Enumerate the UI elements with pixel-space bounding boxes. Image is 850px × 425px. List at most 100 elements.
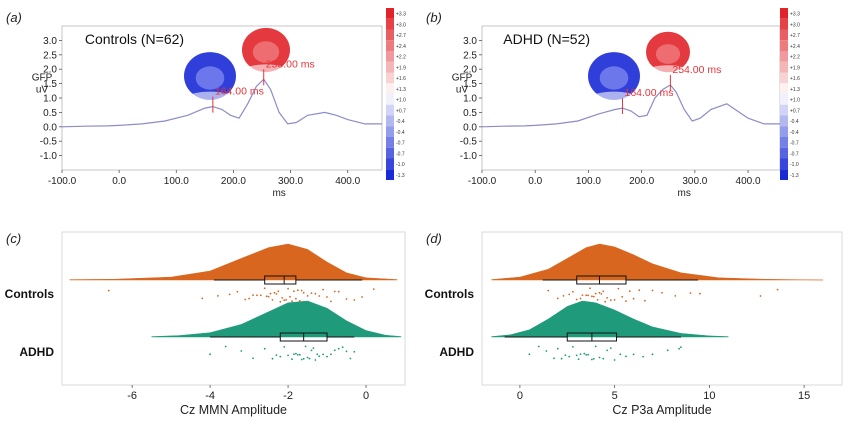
data-point (271, 299, 274, 301)
data-point (316, 353, 319, 356)
scale-swatch (780, 104, 788, 116)
y-tick-label: -0.5 (40, 137, 58, 148)
scale-swatch (386, 72, 394, 84)
data-point (312, 347, 315, 349)
gfp-chart-controls: 3.0 2.5 2.0 1.5 1.0 0.5 0.0 -0.5 -1.0 -100.0 0.0 10… (32, 8, 406, 199)
x-tick-label: -2 (283, 390, 293, 402)
data-point (632, 297, 635, 300)
data-point (642, 355, 644, 358)
data-point (594, 345, 597, 348)
scale-swatch (780, 8, 788, 19)
box-iqr (576, 275, 627, 285)
data-point (556, 297, 559, 300)
data-point (632, 353, 635, 356)
scale-swatch (386, 51, 394, 62)
data-point (674, 295, 677, 297)
color-scale-bar: +3.3 +3.0 +2.7 +2.4 +2.2 +1.9 +1.6 +1.3 +1.0 +0.7… (386, 8, 406, 180)
x-tick-label: 0 (363, 390, 369, 402)
data-point (568, 355, 571, 358)
data-point (240, 350, 243, 352)
scale-swatch (780, 158, 788, 170)
data-point (680, 346, 682, 349)
gfp-line (481, 84, 780, 128)
data-point (256, 294, 258, 297)
data-point (602, 290, 605, 293)
scale-swatch (386, 115, 394, 127)
data-point (279, 300, 282, 303)
data-point (263, 347, 266, 350)
density-cloud-controls (69, 243, 398, 281)
data-point (606, 297, 608, 299)
y-tick-label: 0.5 (463, 108, 477, 119)
scale-tick-label: -0.4 (790, 119, 799, 125)
data-point (678, 347, 680, 350)
scale-swatch (780, 83, 788, 94)
data-point (583, 352, 586, 355)
x-tick-label: -100.0 (48, 176, 77, 187)
x-tick-label: -100.0 (468, 176, 497, 187)
data-point (271, 357, 274, 360)
data-point (759, 295, 762, 297)
data-point (562, 295, 565, 297)
data-point (300, 358, 303, 361)
data-point (638, 289, 641, 292)
panel-c: (c) Controls ADHD -6 -4 -2 0 Cz MMN Amplitude (5, 231, 406, 417)
data-point (252, 357, 254, 360)
scale-swatch (386, 104, 394, 116)
y-tick-label: 2.0 (43, 65, 57, 76)
data-point (275, 293, 278, 295)
data-point (528, 353, 531, 356)
data-point (661, 291, 663, 294)
data-point (619, 353, 622, 356)
latency-label: 164.00 ms (624, 87, 673, 99)
scale-tick-label: +0.7 (790, 108, 800, 114)
latency-label: 253.00 ms (266, 58, 315, 70)
scale-tick-label: +1.0 (396, 98, 406, 104)
scale-tick-label: -1.3 (396, 173, 405, 179)
data-point (591, 295, 593, 298)
scale-tick-label: +2.2 (790, 55, 800, 61)
panel-d: (d) Controls ADHD 0 5 10 15 Cz P3a Amplitude (425, 231, 843, 417)
y-axis-label-line2: uV (36, 85, 49, 96)
data-point (300, 289, 303, 292)
data-point (596, 299, 599, 301)
x-tick-label: 0.0 (112, 176, 126, 187)
x-axis-label: Cz P3a Amplitude (612, 403, 711, 417)
data-point (594, 292, 597, 295)
scale-tick-label: -0.4 (790, 130, 799, 136)
x-tick-label: 300.0 (682, 176, 707, 187)
data-point (281, 297, 284, 299)
scale-tick-label: +1.6 (790, 76, 800, 82)
data-point (577, 358, 580, 361)
scale-swatch (386, 29, 394, 41)
data-point (244, 298, 247, 301)
data-point (689, 292, 692, 294)
x-tick-label: 400.0 (736, 176, 761, 187)
scale-swatch (386, 61, 394, 73)
scale-swatch (780, 126, 788, 137)
scale-tick-label: +3.0 (790, 22, 800, 28)
data-point (302, 291, 305, 294)
topomap-core (252, 41, 280, 63)
scale-swatch (780, 169, 788, 180)
scale-swatch (386, 126, 394, 137)
plot-frame (61, 231, 406, 386)
data-point (361, 296, 363, 298)
x-tick-label: 0 (517, 390, 523, 402)
data-point (289, 295, 291, 298)
data-point (217, 295, 219, 297)
data-point (575, 354, 578, 357)
data-point (699, 292, 701, 295)
x-tick-label: -4 (205, 390, 215, 402)
scale-tick-label: -1.0 (396, 162, 405, 168)
data-point (310, 292, 313, 294)
y-tick-label: 0.0 (43, 122, 57, 133)
data-point (236, 290, 239, 293)
data-point (279, 355, 282, 358)
panel-a: (a) 3.0 2.5 2.0 1.5 1.0 0.5 0.0 -0.5 -1.0 -100.0 0… (6, 8, 406, 199)
group-label-controls: Controls (425, 287, 475, 301)
data-point (564, 354, 567, 356)
scale-swatch (780, 147, 788, 159)
x-tick-label: 200.0 (629, 176, 654, 187)
data-point (587, 294, 589, 297)
